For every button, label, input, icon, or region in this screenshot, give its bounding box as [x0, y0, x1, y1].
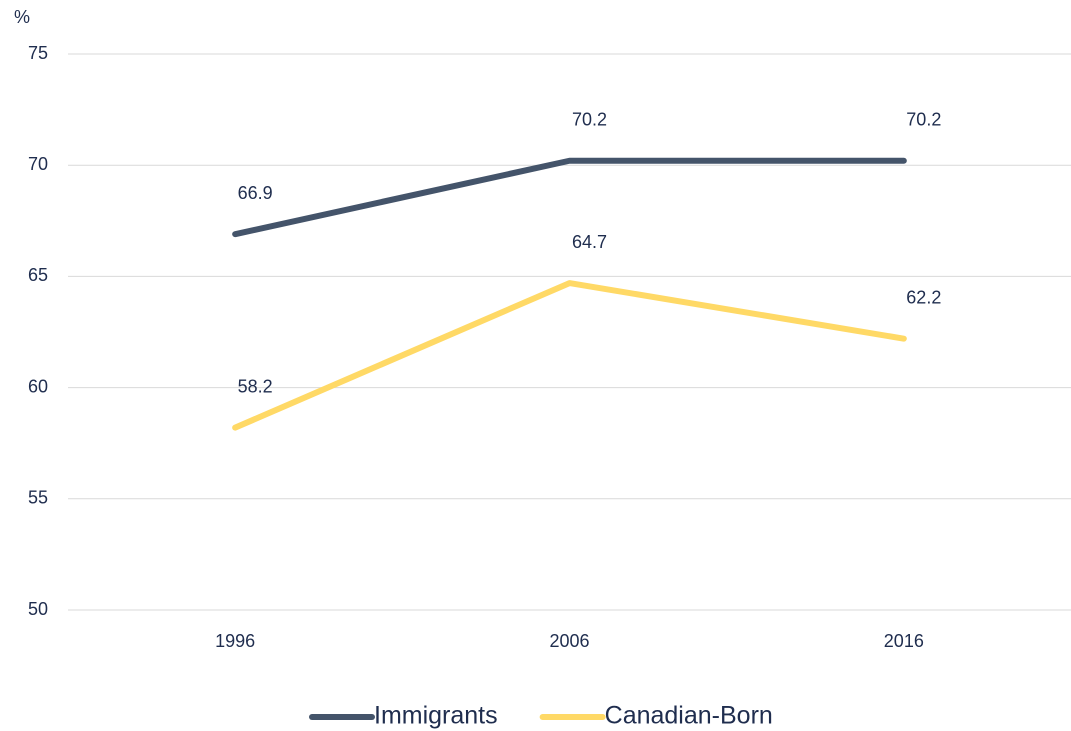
y-tick-label: 50	[28, 599, 48, 619]
x-tick-label: 2016	[884, 631, 924, 651]
data-label: 64.7	[572, 232, 607, 252]
y-tick-label: 60	[28, 376, 48, 396]
legend-label: Immigrants	[374, 702, 498, 730]
y-tick-label: 55	[28, 488, 48, 508]
y-axis-label: %	[14, 7, 30, 27]
series-line	[232, 280, 907, 431]
legend-label: Canadian-Born	[605, 702, 773, 730]
data-label: 70.2	[572, 110, 607, 130]
series-line	[232, 157, 907, 238]
data-label: 62.2	[906, 287, 941, 307]
data-label: 58.2	[238, 376, 273, 396]
x-tick-label: 2006	[549, 631, 589, 651]
y-tick-label: 75	[28, 43, 48, 63]
y-tick-label: 70	[28, 154, 48, 174]
y-tick-label: 65	[28, 265, 48, 285]
data-label: 70.2	[906, 110, 941, 130]
data-label: 66.9	[238, 183, 273, 203]
x-tick-label: 1996	[215, 631, 255, 651]
